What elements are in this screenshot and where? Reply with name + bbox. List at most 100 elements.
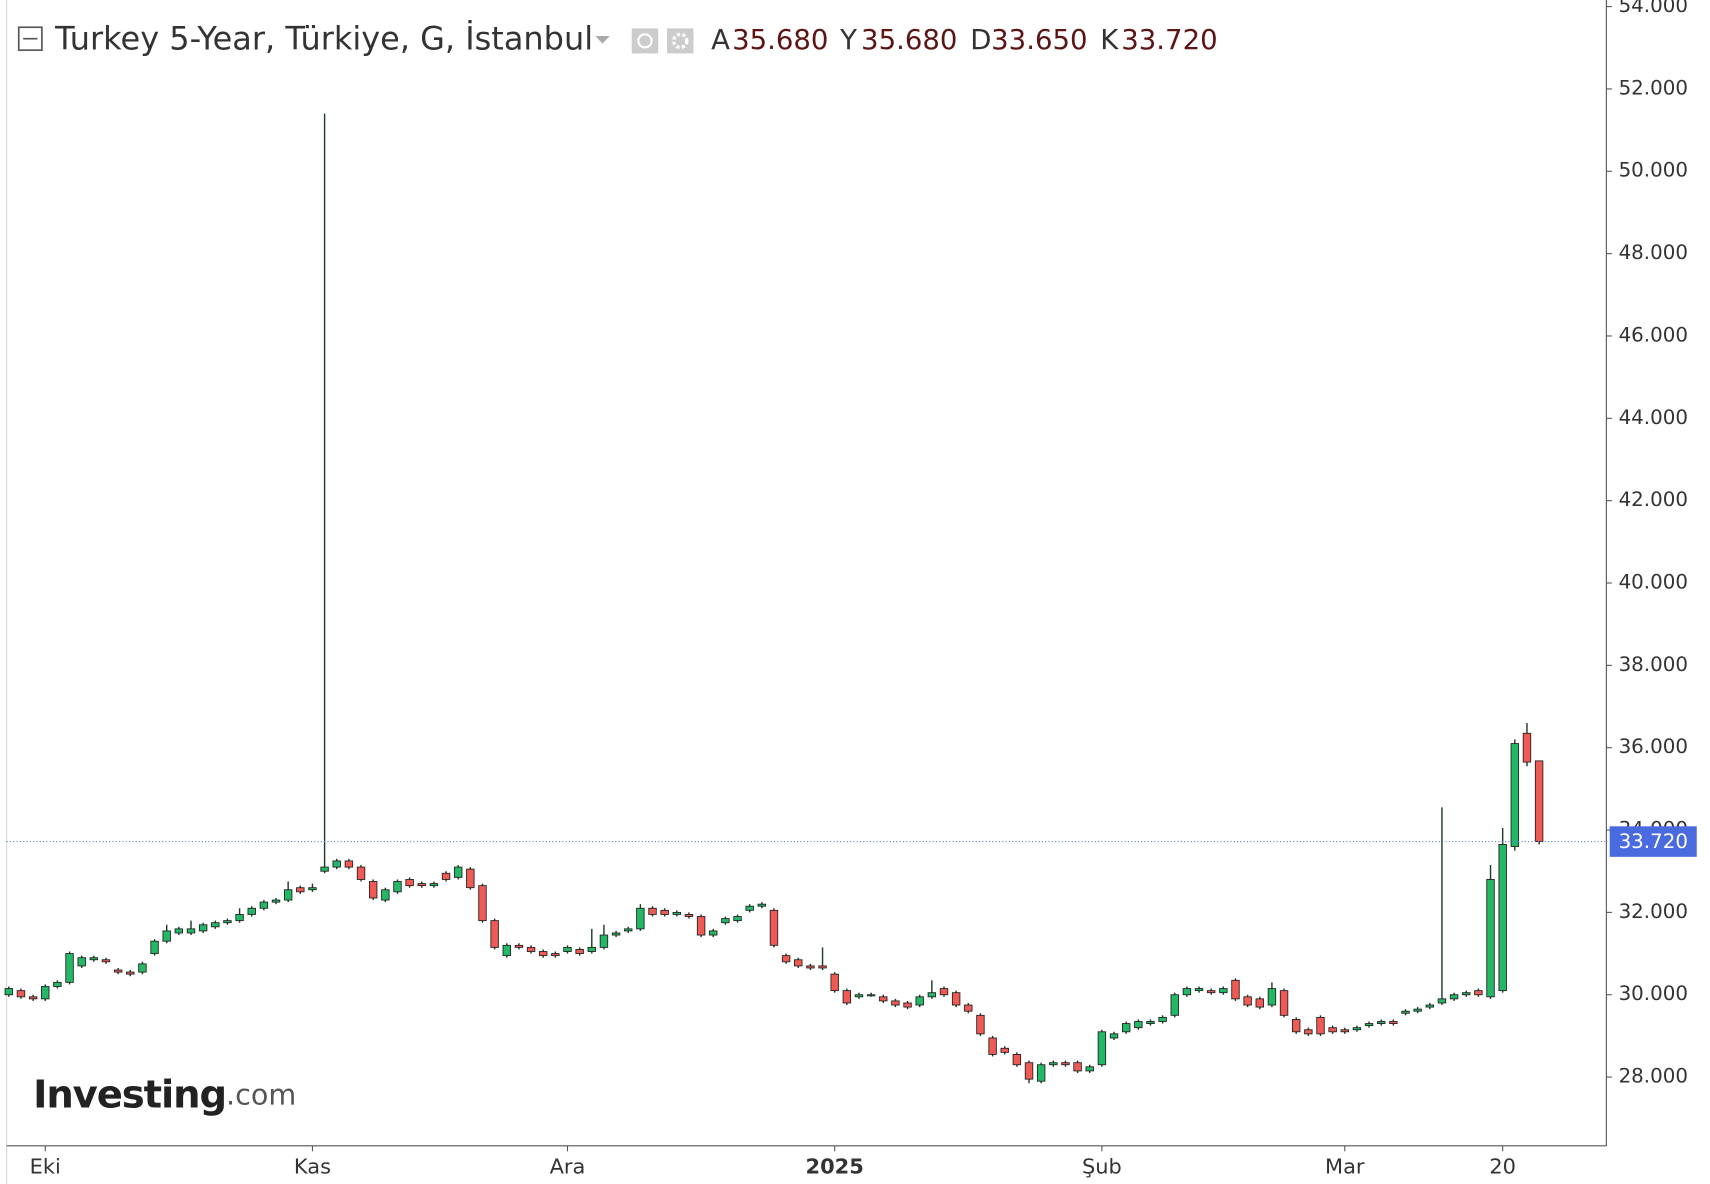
candle-body bbox=[1352, 1027, 1362, 1031]
candle-body bbox=[830, 973, 839, 992]
candle-body bbox=[1474, 990, 1483, 996]
candle-body bbox=[636, 907, 645, 930]
candle-body bbox=[624, 928, 633, 932]
candle-body bbox=[77, 957, 86, 967]
candle-body bbox=[1231, 979, 1240, 1000]
candle-body bbox=[1255, 998, 1264, 1008]
collapse-icon[interactable] bbox=[17, 26, 43, 51]
candle-body bbox=[466, 868, 475, 889]
candle-body bbox=[28, 996, 38, 1000]
candle-body bbox=[113, 969, 123, 973]
candle-body bbox=[539, 951, 548, 957]
candle-body bbox=[393, 881, 402, 893]
x-tick-label: Mar bbox=[1325, 1155, 1365, 1179]
candle-body bbox=[1121, 1023, 1131, 1033]
candle-body bbox=[1401, 1010, 1410, 1014]
logo-main: Investing bbox=[33, 1072, 226, 1117]
candle-body bbox=[1170, 994, 1179, 1016]
candle-body bbox=[684, 914, 694, 917]
candle-body bbox=[271, 899, 281, 903]
candle-body bbox=[1449, 994, 1459, 1000]
candle-body bbox=[879, 996, 888, 1002]
candle-body bbox=[16, 990, 26, 998]
candle-body bbox=[514, 944, 524, 948]
y-tick-label: 40.000 bbox=[1619, 571, 1688, 594]
candle-body bbox=[1194, 988, 1204, 992]
candle-body bbox=[1109, 1033, 1119, 1039]
candle-body bbox=[162, 930, 171, 942]
candle-body bbox=[405, 879, 414, 887]
candle-body bbox=[611, 932, 621, 936]
y-tick-label: 38.000 bbox=[1619, 653, 1688, 676]
candle-body bbox=[745, 905, 754, 911]
candle-body bbox=[1389, 1021, 1398, 1024]
y-tick-label: 28.000 bbox=[1619, 1065, 1688, 1088]
candle-body bbox=[1462, 992, 1471, 996]
candle-body bbox=[1036, 1064, 1046, 1082]
candle-body bbox=[381, 889, 390, 901]
candle-body bbox=[138, 963, 147, 973]
y-tick-label: 42.000 bbox=[1619, 488, 1688, 511]
settings-icon-gear bbox=[671, 32, 689, 50]
candle-body bbox=[1510, 743, 1520, 847]
candle-body bbox=[1012, 1054, 1022, 1066]
y-tick-label: 50.000 bbox=[1619, 159, 1688, 182]
candle-body bbox=[757, 903, 767, 907]
candle-body bbox=[259, 901, 269, 909]
candle-body bbox=[101, 959, 111, 963]
x-tick-label: Şub bbox=[1082, 1155, 1122, 1179]
candle-body bbox=[951, 992, 961, 1006]
candle-body bbox=[1292, 1019, 1301, 1033]
candle-body bbox=[1328, 1027, 1337, 1033]
candle-body bbox=[453, 866, 463, 878]
y-tick-label: 36.000 bbox=[1619, 735, 1688, 758]
ohlc-value: 33.720 bbox=[1121, 25, 1217, 56]
candle-body bbox=[976, 1014, 985, 1035]
candle-body bbox=[490, 920, 499, 948]
y-tick-label: 32.000 bbox=[1619, 900, 1688, 923]
candle-body bbox=[320, 866, 329, 872]
candle-body bbox=[1377, 1021, 1386, 1024]
ohlc-letter: A bbox=[711, 25, 730, 56]
candle-body bbox=[1340, 1029, 1349, 1033]
x-tick-label: Eki bbox=[30, 1155, 61, 1179]
candle-body bbox=[939, 988, 949, 996]
candle-body bbox=[903, 1002, 912, 1008]
plot-area: 28.00030.00032.00034.00036.00038.00040.0… bbox=[4, 0, 1697, 1179]
candle-body bbox=[563, 946, 572, 952]
candle-body bbox=[927, 992, 937, 998]
candle-body bbox=[1498, 844, 1507, 992]
dropdown-arrow[interactable] bbox=[595, 35, 610, 44]
candle-body bbox=[964, 1004, 973, 1012]
candle-body bbox=[575, 949, 584, 955]
settings-icon[interactable] bbox=[667, 28, 694, 54]
candle-body bbox=[915, 996, 924, 1006]
chart-title: Turkey 5-Year, Türkiye, G, İstanbul bbox=[54, 19, 593, 57]
candle-body bbox=[721, 918, 730, 924]
ohlc-letter: Y bbox=[839, 25, 857, 56]
candle-body bbox=[356, 866, 366, 880]
candle-body bbox=[296, 887, 305, 893]
y-tick-label: 52.000 bbox=[1619, 77, 1688, 100]
candle-body bbox=[1073, 1062, 1082, 1072]
ohlc-value: 35.680 bbox=[861, 25, 957, 56]
visibility-icon[interactable] bbox=[631, 28, 659, 54]
candle-body bbox=[89, 957, 99, 961]
candle-body bbox=[1000, 1047, 1009, 1053]
candle-body bbox=[1097, 1031, 1107, 1066]
candle-body bbox=[1024, 1062, 1034, 1080]
candle-body bbox=[1182, 988, 1192, 996]
y-tick-label: 46.000 bbox=[1619, 324, 1688, 347]
candle-body bbox=[211, 922, 220, 928]
candle-body bbox=[332, 860, 341, 868]
candle-body bbox=[1279, 990, 1289, 1016]
y-tick-label: 54.000 bbox=[1619, 0, 1688, 17]
visibility-icon-eye bbox=[637, 33, 653, 49]
candle-body bbox=[1049, 1062, 1058, 1066]
candle-body bbox=[1425, 1004, 1435, 1008]
candle-body bbox=[1085, 1066, 1094, 1072]
ohlc-letter: K bbox=[1100, 25, 1119, 56]
candle-body bbox=[1243, 996, 1252, 1006]
